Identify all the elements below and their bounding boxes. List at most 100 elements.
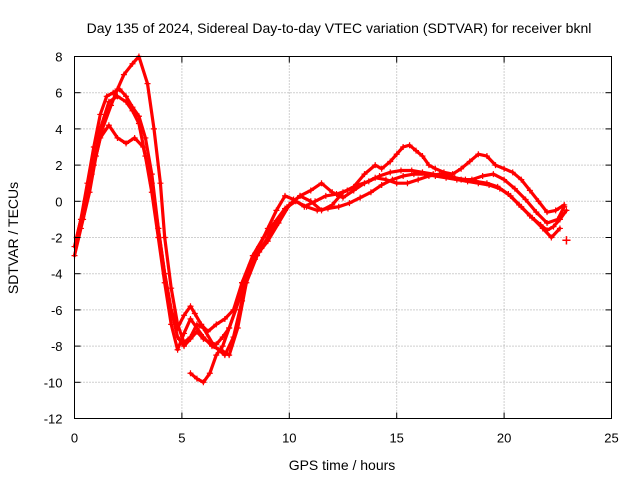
data-point bbox=[282, 192, 289, 199]
data-point bbox=[340, 189, 346, 196]
data-point bbox=[110, 89, 117, 96]
data-point bbox=[193, 375, 200, 382]
y-tick-label: 8 bbox=[55, 50, 62, 65]
y-tick-label: -8 bbox=[51, 339, 63, 354]
y-tick-label: -4 bbox=[51, 267, 63, 282]
data-point bbox=[496, 185, 503, 192]
data-point bbox=[357, 194, 364, 201]
data-point bbox=[507, 192, 514, 199]
data-point bbox=[155, 225, 162, 232]
data-point bbox=[103, 93, 110, 100]
data-point bbox=[382, 176, 389, 183]
data-point bbox=[329, 201, 336, 208]
data-point bbox=[372, 162, 379, 169]
data-point bbox=[318, 180, 325, 187]
data-point bbox=[206, 339, 213, 346]
data-point bbox=[378, 165, 385, 172]
data-point bbox=[282, 207, 289, 214]
data-point bbox=[181, 312, 188, 319]
y-tick-label: 2 bbox=[55, 158, 62, 173]
data-point bbox=[440, 169, 447, 176]
data-point bbox=[123, 140, 130, 147]
data-point bbox=[372, 174, 379, 181]
data-point bbox=[483, 153, 490, 160]
data-point bbox=[466, 158, 473, 165]
data-point bbox=[219, 334, 226, 341]
data-point bbox=[410, 171, 417, 178]
data-point bbox=[232, 306, 239, 313]
data-point bbox=[303, 203, 310, 210]
data-point bbox=[361, 180, 368, 187]
tick-layer: 0 5 10 15 20 25 -12 -10 -8 -6 -4 -2 0 2 4 6 8 bbox=[44, 50, 619, 446]
data-point bbox=[116, 86, 123, 93]
data-point bbox=[181, 330, 188, 337]
data-point bbox=[135, 113, 142, 120]
data-point bbox=[509, 169, 516, 176]
y-tick-label: -6 bbox=[51, 303, 63, 318]
data-point bbox=[415, 176, 422, 183]
data-point bbox=[350, 183, 357, 190]
data-point bbox=[539, 225, 546, 232]
data-point bbox=[297, 192, 304, 199]
data-point bbox=[535, 198, 542, 205]
data-point bbox=[511, 185, 518, 192]
data-point bbox=[273, 207, 280, 214]
data-point bbox=[361, 171, 368, 178]
y-tick-label: -12 bbox=[44, 412, 63, 427]
data-point bbox=[458, 165, 465, 172]
grid-layer bbox=[74, 56, 612, 419]
data-point bbox=[533, 209, 540, 216]
data-point bbox=[335, 203, 342, 210]
data-point bbox=[413, 147, 420, 154]
data-point bbox=[239, 288, 246, 295]
data-point bbox=[522, 196, 529, 203]
data-point bbox=[193, 328, 200, 335]
data-point bbox=[200, 379, 207, 386]
data-point bbox=[187, 303, 194, 310]
data-point bbox=[251, 256, 258, 263]
data-point bbox=[526, 187, 533, 194]
data-point bbox=[432, 165, 439, 172]
y-tick-label: 4 bbox=[55, 122, 62, 137]
data-point bbox=[475, 151, 482, 158]
data-point bbox=[318, 207, 325, 214]
data-point bbox=[226, 325, 233, 331]
y-tick-label: -10 bbox=[44, 375, 63, 390]
y-tick-label: -2 bbox=[51, 231, 63, 246]
y-tick-label: 6 bbox=[55, 86, 62, 101]
data-point bbox=[157, 180, 164, 187]
data-point bbox=[322, 192, 329, 199]
data-point bbox=[501, 165, 508, 172]
data-point bbox=[148, 171, 155, 178]
data-point bbox=[123, 93, 130, 100]
data-point bbox=[187, 335, 194, 342]
data-point bbox=[501, 176, 508, 183]
data-point bbox=[550, 223, 557, 230]
data-point bbox=[479, 172, 486, 179]
data-point bbox=[404, 180, 411, 187]
data-point bbox=[181, 343, 188, 350]
data-point bbox=[490, 171, 497, 178]
data-point bbox=[400, 144, 407, 150]
data-point bbox=[161, 270, 168, 277]
data-point bbox=[206, 370, 213, 377]
data-point bbox=[449, 171, 456, 178]
series-line bbox=[72, 87, 296, 348]
data-point bbox=[406, 142, 413, 149]
data-point bbox=[129, 60, 136, 67]
data-point bbox=[329, 189, 336, 196]
data-point bbox=[150, 125, 157, 132]
data-point bbox=[561, 201, 568, 208]
data-point bbox=[174, 334, 181, 341]
data-point bbox=[142, 134, 149, 141]
data-point bbox=[198, 321, 205, 328]
data-point bbox=[105, 98, 112, 105]
data-point bbox=[187, 370, 194, 377]
data-point bbox=[419, 153, 426, 160]
data-point bbox=[144, 80, 151, 87]
data-point bbox=[219, 343, 226, 350]
x-tick-label: 0 bbox=[71, 431, 78, 446]
data-point bbox=[213, 352, 220, 359]
data-point bbox=[518, 176, 525, 183]
data-point bbox=[168, 306, 175, 313]
